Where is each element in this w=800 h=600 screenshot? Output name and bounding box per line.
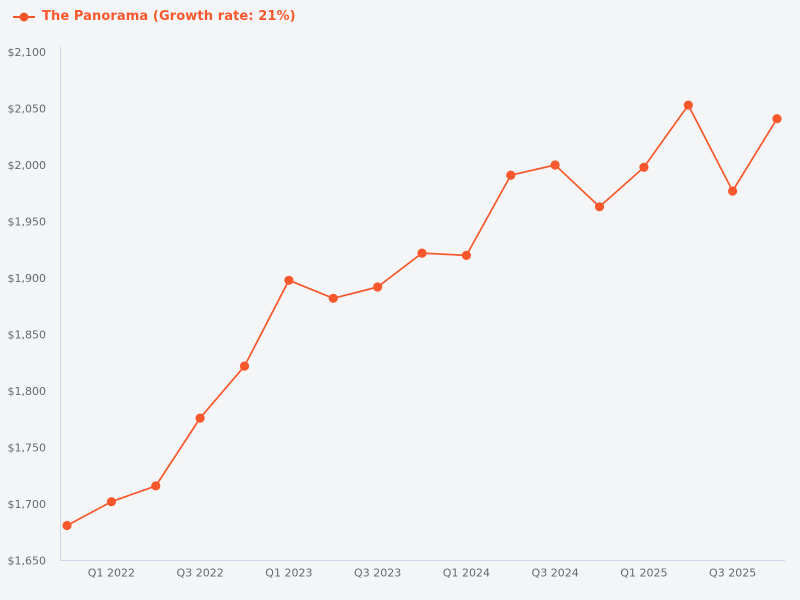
data-point[interactable] [195, 413, 205, 423]
data-point[interactable] [239, 361, 250, 371]
data-point[interactable] [506, 170, 516, 180]
y-tick-label: $1,900 [8, 272, 47, 285]
x-tick-label: Q1 2022 [88, 567, 135, 580]
y-tick-label: $1,850 [8, 328, 47, 341]
data-point[interactable] [328, 293, 338, 303]
x-tick-label: Q3 2023 [354, 567, 401, 580]
x-tick-label: Q3 2024 [532, 567, 579, 580]
legend-label: The Panorama (Growth rate: 21%) [42, 9, 296, 24]
x-tick-label: Q3 2022 [177, 567, 224, 580]
data-point[interactable] [683, 100, 693, 110]
data-point[interactable] [417, 248, 427, 258]
data-point[interactable] [106, 497, 116, 507]
y-tick-label: $1,650 [8, 554, 47, 567]
x-tick-label: Q3 2025 [709, 567, 756, 580]
x-tick-label: Q1 2025 [620, 567, 667, 580]
series-line [66, 104, 778, 527]
data-point[interactable] [373, 282, 383, 292]
y-tick-label: $2,050 [8, 102, 47, 115]
data-point[interactable] [594, 202, 605, 212]
y-tick-label: $2,100 [8, 46, 47, 59]
legend-line-dot-icon [13, 12, 35, 21]
x-tick-label: Q1 2024 [443, 567, 490, 580]
y-tick-label: $1,750 [8, 441, 47, 454]
data-point[interactable] [284, 275, 294, 285]
data-point[interactable] [550, 160, 560, 170]
y-tick-label: $1,950 [8, 215, 47, 228]
data-point[interactable] [62, 520, 72, 531]
y-tick-label: $1,700 [8, 498, 47, 511]
legend[interactable]: The Panorama (Growth rate: 21%) [12, 9, 296, 24]
y-tick-label: $2,000 [8, 159, 47, 172]
data-point[interactable] [151, 481, 161, 491]
legend-marker-dot [19, 12, 29, 21]
x-tick-label: Q1 2023 [265, 567, 312, 580]
data-point[interactable] [639, 162, 649, 172]
data-point[interactable] [728, 186, 738, 196]
y-tick-label: $1,800 [8, 385, 47, 398]
data-point[interactable] [772, 114, 782, 124]
data-point[interactable] [461, 250, 471, 260]
